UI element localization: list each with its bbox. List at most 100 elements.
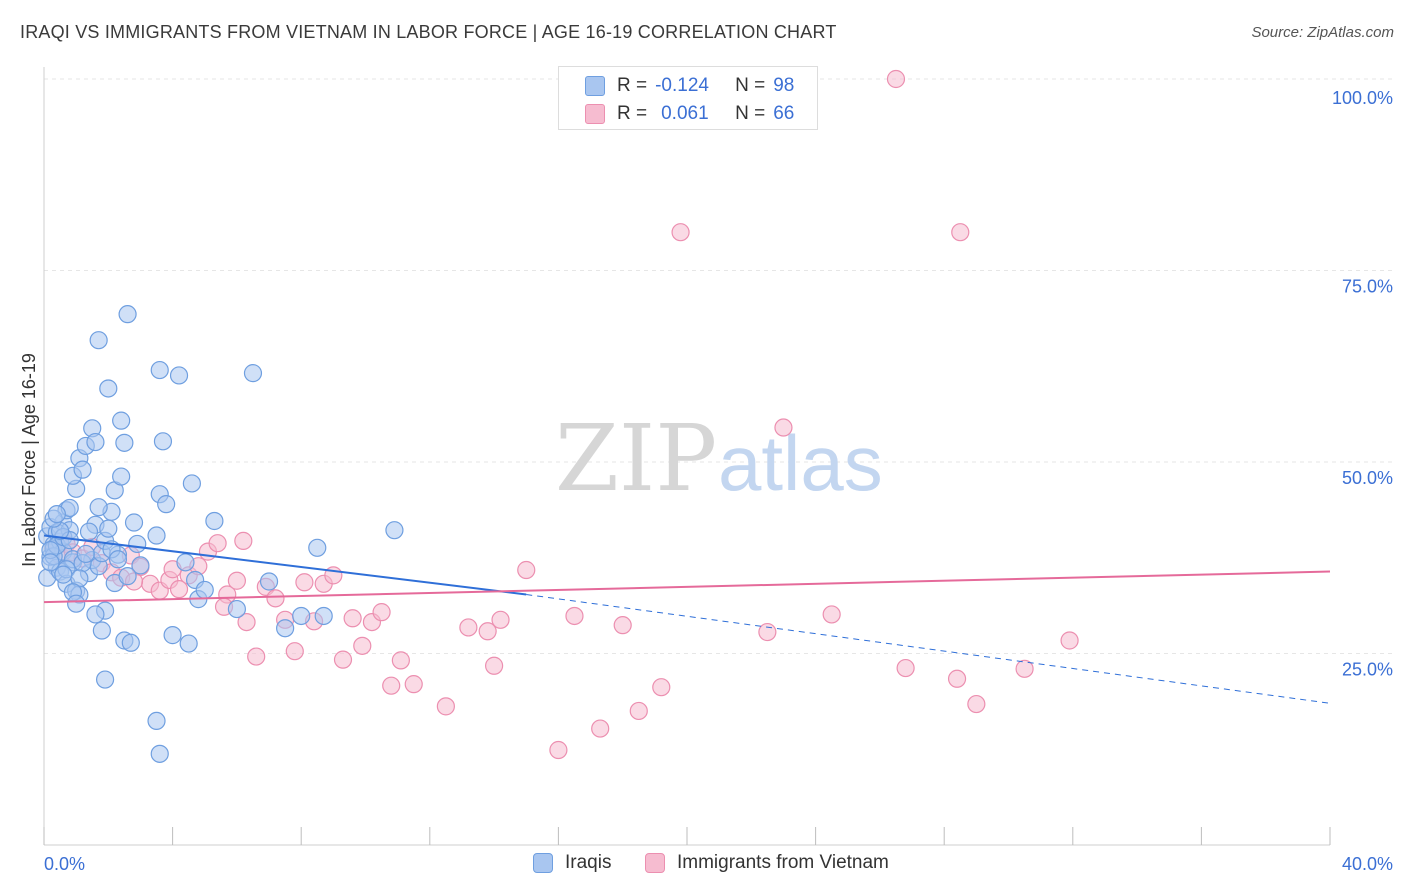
vietnam-point	[652, 678, 671, 697]
iraqis-point	[128, 534, 147, 554]
iraqis-point	[150, 744, 169, 763]
vietnam-trend-line	[43, 570, 1331, 604]
vietnam-point	[372, 603, 391, 622]
vietnam-point	[404, 675, 423, 694]
vietnam-point	[591, 719, 610, 738]
vietnam-point	[391, 651, 410, 670]
iraqis-point	[124, 513, 144, 532]
r-label: R =	[617, 103, 648, 124]
iraqis-point	[150, 360, 169, 380]
iraqis-point	[163, 626, 182, 645]
vietnam-point	[822, 605, 841, 624]
vietnam-point	[549, 740, 568, 760]
vietnam-point	[967, 694, 986, 714]
iraqis-point	[67, 594, 86, 613]
iraqis-point	[86, 432, 105, 452]
iraqis-point	[112, 411, 131, 430]
stats-row-vietnam: R = 0.061 N = 66	[585, 101, 794, 127]
vietnam-point	[295, 573, 314, 592]
y-tick-label: 25.0%	[1342, 660, 1393, 680]
iraqis-point	[95, 670, 115, 689]
y-axis-label: In Labor Force | Age 16-19	[19, 353, 39, 567]
iraqis-point	[205, 511, 224, 531]
iraqis-point	[89, 498, 108, 517]
source-label: Source: ZipAtlas.com	[1251, 24, 1394, 41]
vietnam-point	[208, 534, 227, 553]
vietnam-point	[517, 560, 536, 580]
watermark: ZIP atlas	[555, 405, 883, 512]
vietnam-point	[613, 616, 632, 635]
iraqis-point	[41, 553, 60, 572]
vietnam-points	[44, 69, 1079, 760]
vietnam-point	[758, 622, 777, 642]
vietnam-point	[353, 636, 372, 655]
iraqis-point	[147, 526, 166, 545]
iraqis-point	[79, 522, 99, 541]
vietnam-point	[266, 589, 285, 608]
iraqis-point	[118, 305, 137, 324]
iraqis-point	[308, 538, 327, 557]
vietnam-point	[333, 650, 353, 669]
watermark-atlas: atlas	[718, 419, 883, 507]
vietnam-point	[285, 642, 304, 661]
vietnam-point	[459, 618, 478, 637]
vietnam-point	[343, 609, 362, 628]
stats-legend: R = -0.124 N = 98 R = 0.061 N = 66	[558, 66, 818, 130]
trend-layer	[43, 534, 1331, 704]
vietnam-point	[478, 622, 497, 641]
iraqis-point	[47, 504, 66, 524]
iraqis-point	[227, 599, 246, 619]
n-label: N =	[735, 103, 766, 124]
iraqis-point	[118, 567, 137, 586]
iraqis-point	[131, 556, 150, 575]
vietnam-point	[565, 606, 584, 626]
iraqis-point	[259, 572, 279, 591]
iraqis-points	[38, 305, 404, 763]
stats-row-iraqis: R = -0.124 N = 98	[585, 73, 794, 99]
vietnam-point	[485, 656, 504, 675]
vietnam-point	[947, 669, 967, 688]
r-label: R =	[617, 75, 648, 96]
iraqis-trend-extension	[526, 594, 1331, 704]
iraqis-point	[176, 553, 195, 572]
legend-swatch-vietnam	[645, 853, 665, 873]
y-tick-label: 50.0%	[1342, 468, 1393, 488]
n-label: N =	[735, 75, 766, 96]
iraqis-point	[76, 544, 95, 564]
iraqis-trend-line	[43, 534, 527, 596]
legend-item-iraqis[interactable]: Iraqis	[533, 852, 611, 874]
legend-swatch-iraqis	[533, 853, 553, 873]
iraqis-point	[92, 621, 111, 640]
iraqis-point	[86, 605, 105, 624]
iraqis-point	[195, 580, 214, 600]
vietnam-point	[491, 610, 510, 629]
legend-label-iraqis: Iraqis	[565, 852, 612, 873]
iraqis-point	[292, 606, 311, 626]
vietnam-point	[237, 612, 256, 632]
iraqis-point	[147, 711, 166, 731]
iraqis-point	[112, 467, 131, 486]
y-tick-label: 75.0%	[1342, 277, 1393, 297]
iraqis-point	[108, 550, 128, 569]
iraqis-point	[169, 366, 189, 385]
legend-item-vietnam[interactable]: Immigrants from Vietnam	[645, 852, 889, 874]
iraqis-point	[276, 619, 295, 638]
x-tick-label: 40.0%	[1342, 854, 1393, 874]
vietnam-point	[234, 531, 253, 550]
vietnam-point	[886, 69, 906, 89]
y-tick-label: 100.0%	[1332, 88, 1393, 108]
vietnam-point	[1060, 631, 1079, 650]
n-value: 66	[773, 103, 795, 124]
grid-layer	[44, 78, 1392, 654]
vietnam-point	[951, 223, 970, 242]
vietnam-point	[1015, 659, 1034, 678]
iraqis-point	[115, 433, 134, 452]
iraqis-point	[314, 606, 333, 626]
iraqis-point	[157, 495, 176, 514]
vietnam-point	[774, 418, 793, 437]
iraqis-point	[243, 364, 263, 383]
vietnam-point	[227, 571, 246, 590]
iraqis-point	[179, 634, 198, 653]
vietnam-point	[629, 701, 648, 721]
